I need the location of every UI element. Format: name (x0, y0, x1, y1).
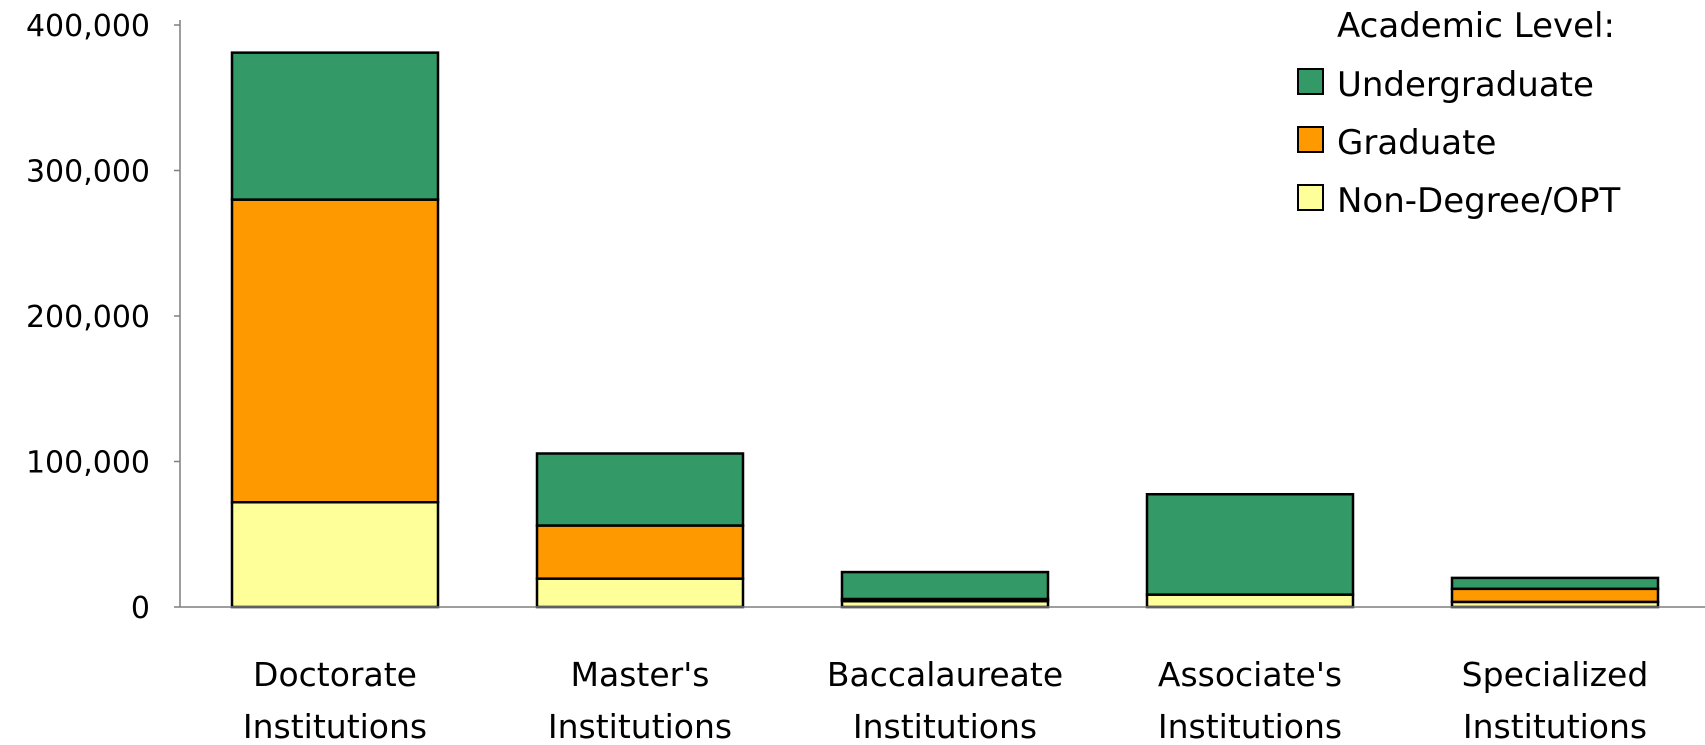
legend-swatch (1297, 126, 1324, 153)
x-category-label-line: Associate's (1158, 655, 1342, 694)
bar-segment-graduate-1 (535, 524, 745, 580)
x-category-label-line: Institutions (1158, 707, 1342, 745)
x-category-label-line: Doctorate (253, 655, 417, 694)
bar-segment-graduate-4 (1450, 587, 1660, 604)
bars (230, 51, 1660, 609)
legend-label: Non-Degree/OPT (1337, 181, 1621, 221)
x-category-label: Master's Institutions (548, 655, 732, 745)
y-axis: 0 100,000 200,000 300,000 400,000 (26, 9, 181, 626)
bar-segment-graduate-0 (230, 198, 440, 504)
x-axis: Doctorate Institutions Master's Institution… (180, 606, 1705, 745)
y-tick-label: 400,000 (26, 9, 150, 44)
x-category-label-line: Institutions (548, 707, 732, 745)
legend: Academic Level: Undergraduate Graduate Non-… (1297, 6, 1621, 221)
bar-segment-undergraduate-0 (230, 51, 440, 201)
legend-label: Undergraduate (1337, 65, 1594, 105)
bar-segment-undergraduate-2 (840, 570, 1050, 601)
x-category-label-line: Institutions (1463, 707, 1647, 745)
y-tick-label: 0 (131, 591, 150, 626)
x-category-label-line: Institutions (243, 707, 427, 745)
x-category-label: Associate's Institutions (1158, 655, 1342, 745)
bar-segment-undergraduate-1 (535, 452, 745, 527)
bar-segment-non-degree-opt-0 (230, 500, 440, 609)
legend-title: Academic Level: (1337, 6, 1615, 46)
bar-segment-undergraduate-3 (1145, 492, 1355, 596)
legend-label: Graduate (1337, 123, 1496, 163)
y-tick-label: 200,000 (26, 300, 150, 335)
x-category-label: Doctorate Institutions (243, 655, 427, 745)
legend-swatch (1297, 184, 1324, 211)
bar-segment-non-degree-opt-3 (1145, 593, 1355, 609)
x-category-label-line: Baccalaureate (827, 655, 1063, 694)
y-tick-label: 100,000 (26, 446, 150, 481)
y-tick-label: 300,000 (26, 155, 150, 190)
x-category-label: Baccalaureate Institutions (827, 655, 1063, 745)
bar-segment-non-degree-opt-1 (535, 577, 745, 609)
x-category-label: Specialized Institutions (1462, 655, 1649, 745)
bar-segment-undergraduate-4 (1450, 576, 1660, 591)
x-category-label-line: Specialized (1462, 655, 1649, 694)
x-category-label-line: Institutions (853, 707, 1037, 745)
legend-swatch (1297, 68, 1324, 95)
x-category-label-line: Master's (571, 655, 710, 694)
